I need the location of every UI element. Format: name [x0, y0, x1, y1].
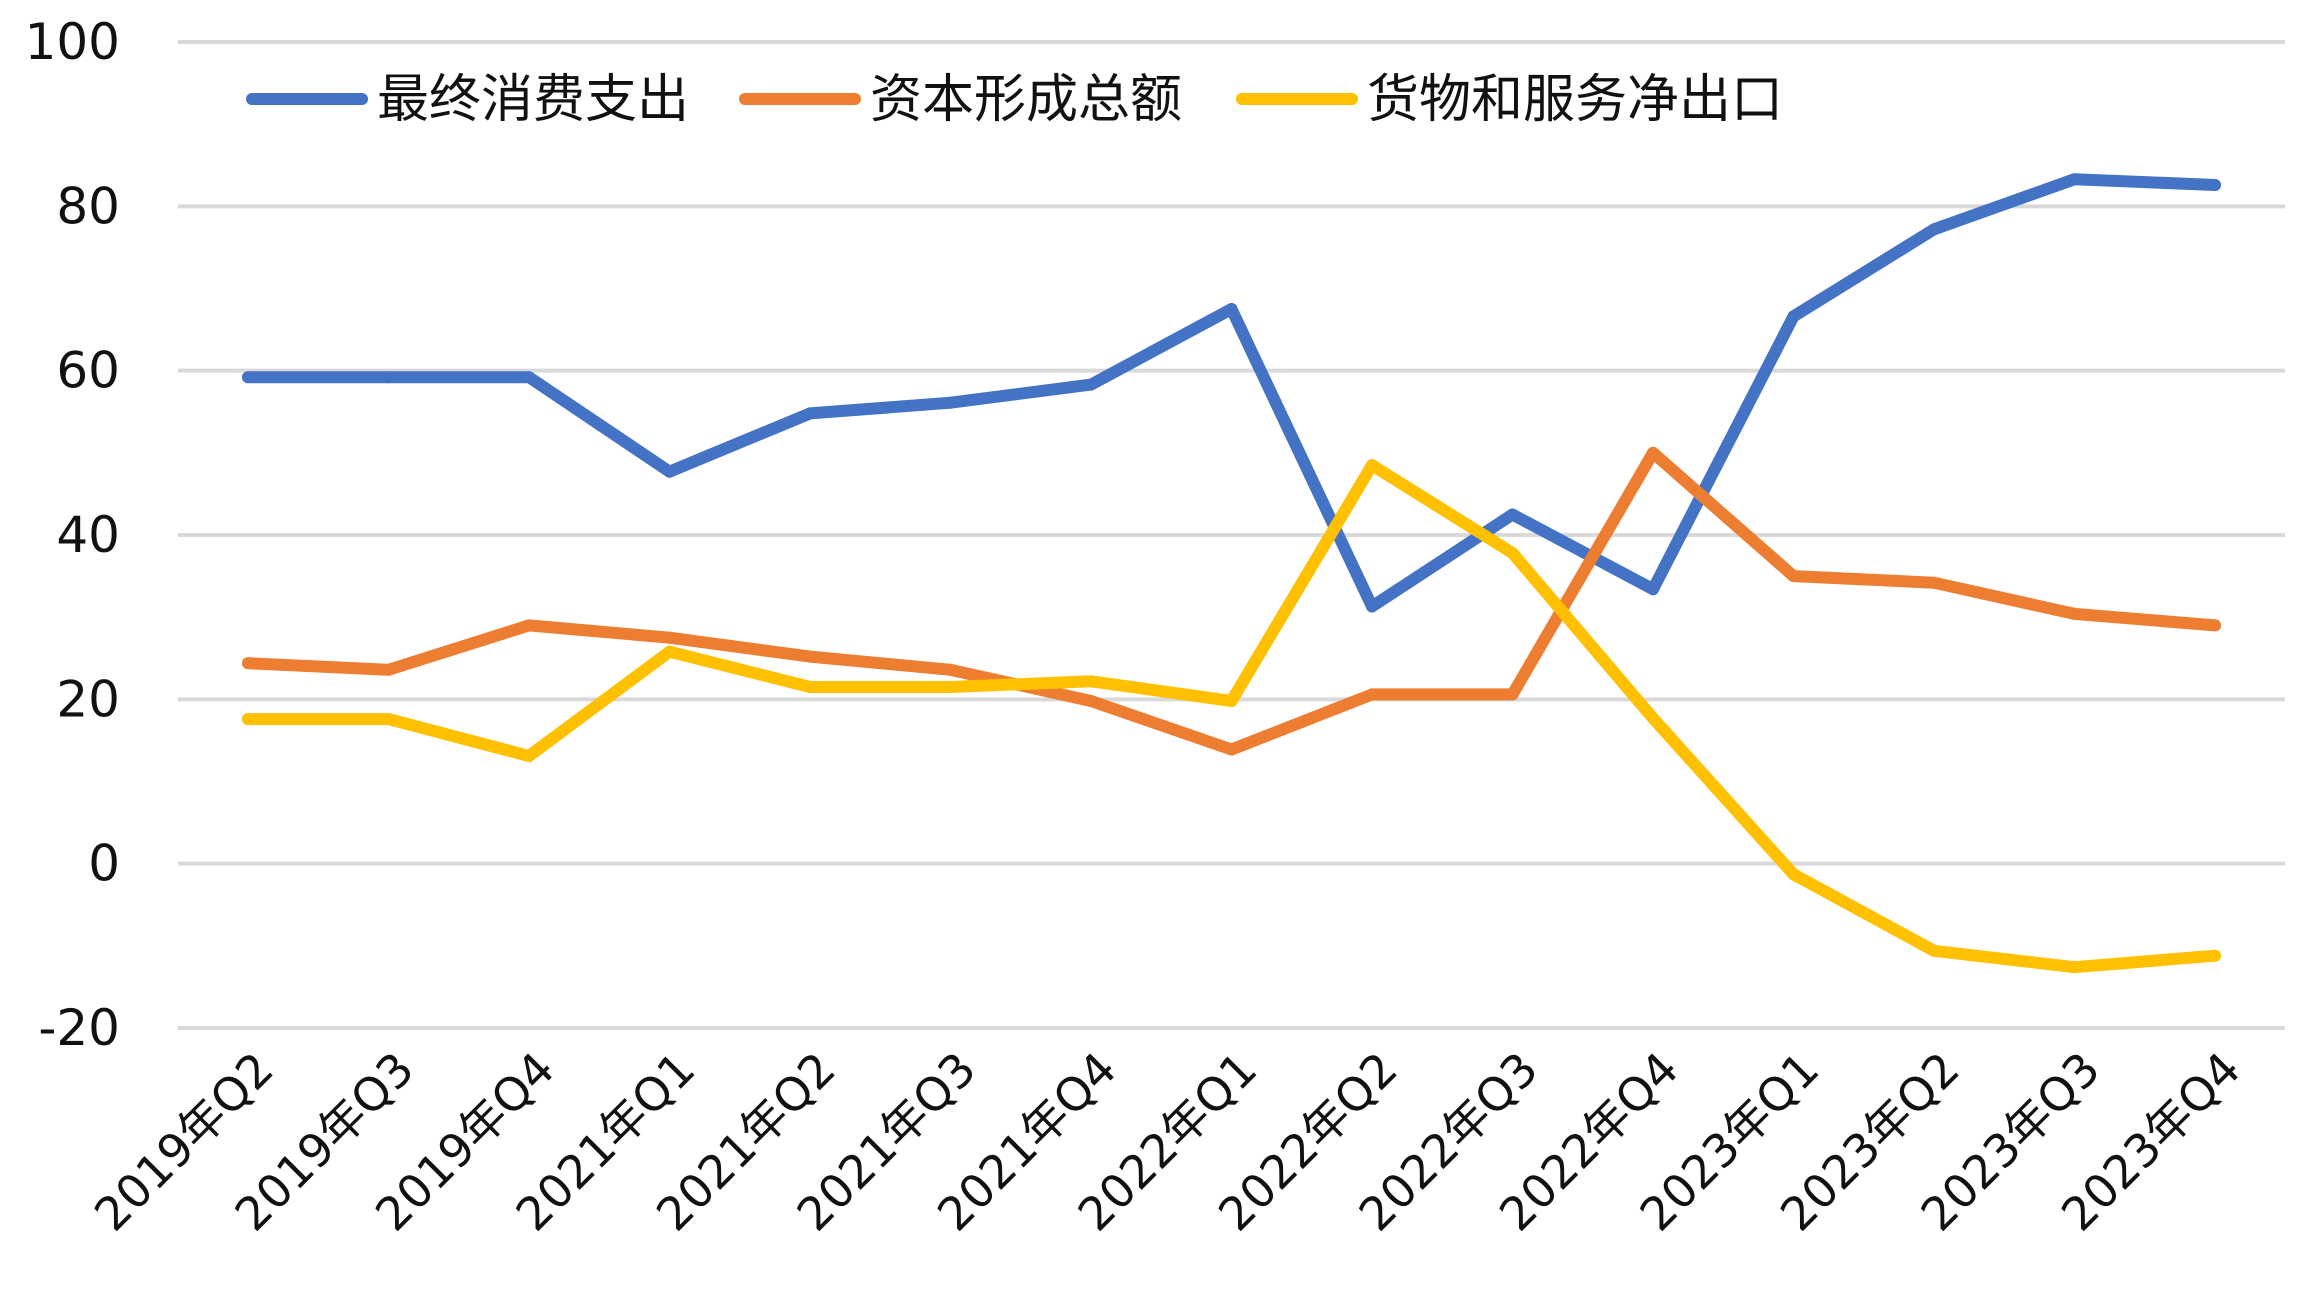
data-point — [242, 371, 254, 384]
legend-label: 货物和服务净出口 — [1367, 70, 1783, 130]
data-point — [2209, 178, 2221, 191]
legend-label: 资本形成总额 — [870, 70, 1182, 130]
data-point — [382, 713, 395, 726]
y-tick-label: 80 — [56, 177, 120, 235]
data-point — [1647, 583, 1659, 596]
series-line — [242, 173, 2221, 613]
data-point — [1787, 310, 1800, 323]
series-3 — [242, 459, 2221, 974]
data-point — [2068, 607, 2081, 620]
data-point — [382, 663, 395, 676]
data-point — [1225, 694, 1238, 707]
x-axis-ticks: 2019年Q22019年Q32019年Q42021年Q12021年Q22021年… — [84, 1042, 2251, 1242]
legend-label: 最终消费支出 — [377, 70, 689, 130]
data-point — [1366, 600, 1378, 613]
data-point — [663, 465, 676, 478]
data-point — [1366, 459, 1378, 472]
series-2 — [242, 446, 2221, 756]
y-tick-label: 100 — [25, 13, 120, 71]
data-point — [1085, 675, 1097, 688]
data-point — [663, 631, 676, 644]
series-1 — [242, 173, 2221, 613]
data-point — [804, 407, 816, 420]
data-point — [242, 657, 254, 670]
data-point — [1787, 868, 1800, 881]
data-point — [1085, 378, 1097, 391]
data-point — [523, 750, 535, 763]
y-tick-label: 60 — [56, 342, 120, 400]
data-point — [1647, 446, 1659, 459]
data-point — [523, 371, 535, 384]
data-point — [663, 645, 676, 658]
data-point — [1366, 688, 1378, 701]
legend: 最终消费支出 资本形成总额 货物和服务净出口 — [246, 70, 1783, 130]
data-point — [2209, 949, 2221, 962]
series-layer — [242, 173, 2221, 974]
data-point — [382, 371, 395, 384]
data-point — [2068, 961, 2081, 974]
grid-layer — [178, 40, 2285, 1030]
data-point — [1928, 944, 1940, 957]
data-point — [944, 663, 957, 676]
data-point — [1225, 743, 1238, 756]
y-tick-label: 20 — [56, 670, 120, 728]
data-point — [1928, 223, 1940, 236]
y-tick-label: -20 — [38, 999, 120, 1057]
data-point — [1928, 576, 1940, 589]
data-point — [2068, 173, 2081, 186]
y-axis-ticks: -20 0 20 40 60 80 100 — [25, 13, 120, 1057]
data-point — [1085, 694, 1097, 707]
data-point — [804, 681, 816, 694]
y-tick-label: 40 — [56, 506, 120, 564]
data-point — [523, 619, 535, 632]
data-point — [804, 650, 816, 663]
data-point — [1647, 712, 1659, 725]
data-point — [242, 713, 254, 726]
data-point — [1506, 688, 1519, 701]
data-point — [1506, 508, 1519, 521]
data-point — [944, 396, 957, 409]
series-line — [242, 459, 2221, 974]
y-tick-label: 0 — [88, 835, 120, 893]
data-point — [1787, 570, 1800, 583]
data-point — [1225, 303, 1238, 316]
data-point — [2209, 619, 2221, 632]
data-point — [1506, 547, 1519, 560]
data-point — [944, 681, 957, 694]
